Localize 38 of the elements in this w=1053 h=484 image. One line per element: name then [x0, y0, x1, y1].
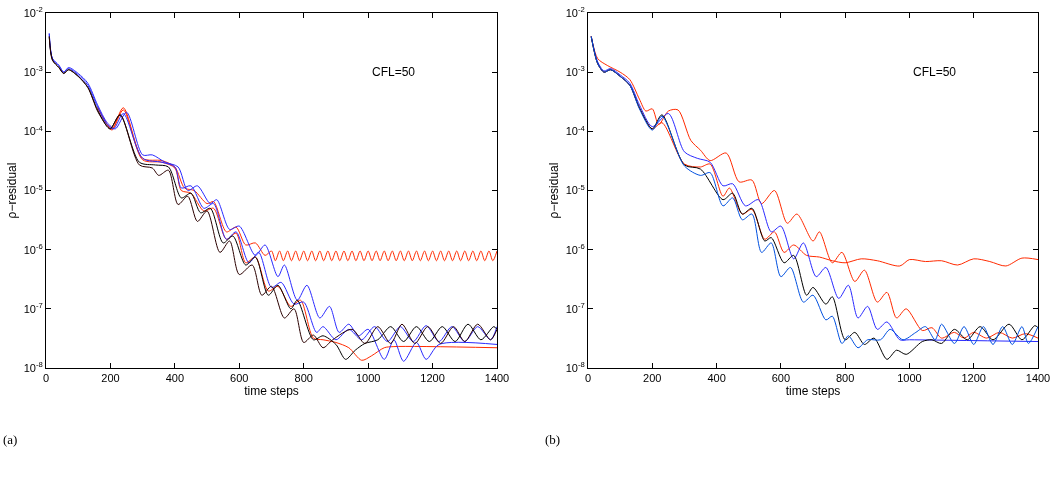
- y-tick-label: 10$^{-5}$: [23, 182, 43, 197]
- text: (b): [545, 432, 561, 447]
- y-tick-label: 10$^{-4}$: [23, 123, 44, 138]
- x-tick-label: 200: [101, 372, 120, 385]
- annotation: CFL=50: [372, 65, 416, 79]
- x-tick-label: 1000: [897, 372, 922, 385]
- x-tick-label: 1200: [961, 372, 986, 385]
- x-axis-title: time steps: [785, 384, 841, 399]
- x-tick-label: 800: [835, 372, 855, 385]
- y-tick-label: 10$^{-2}$: [565, 5, 585, 19]
- y-tick-label: 10$^{-6}$: [565, 241, 585, 256]
- x-tick-label: 400: [165, 372, 185, 385]
- x-axis-title: time steps: [244, 384, 299, 399]
- x-tick-label: 0: [42, 372, 50, 385]
- y-tick-label: 10$^{-2}$: [23, 5, 43, 19]
- y-axis-title: ρ−residual: [547, 162, 562, 219]
- y-tick-label: 10$^{-3}$: [565, 64, 585, 79]
- x-tick-label: 800: [294, 372, 313, 385]
- y-tick-label: 10$^{-4}$: [565, 123, 586, 138]
- x-tick-label: 400: [707, 372, 726, 385]
- text: (a): [3, 432, 18, 447]
- y-axis-title: ρ−residual: [5, 162, 20, 219]
- y-tick-label: 10$^{-8}$: [565, 360, 585, 374]
- y-tick-label: 10$^{-6}$: [23, 241, 43, 256]
- x-tick-label: 1400: [484, 372, 510, 385]
- x-tick-label: 1400: [1025, 372, 1051, 385]
- x-tick-label: 200: [643, 372, 662, 385]
- x-tick-label: 0: [584, 372, 592, 385]
- x-tick-label: 600: [771, 372, 791, 385]
- y-tick-label: 10$^{-7}$: [565, 301, 585, 315]
- y-tick-label: 10$^{-5}$: [565, 182, 585, 197]
- y-tick-label: 10$^{-8}$: [23, 360, 43, 374]
- y-tick-label: 10$^{-7}$: [23, 301, 43, 315]
- x-tick-label: 1000: [355, 372, 381, 385]
- x-tick-label: 600: [230, 372, 249, 385]
- annotation: CFL=50: [913, 65, 957, 79]
- y-tick-label: 10$^{-3}$: [23, 64, 43, 79]
- x-tick-label: 1200: [420, 372, 445, 385]
